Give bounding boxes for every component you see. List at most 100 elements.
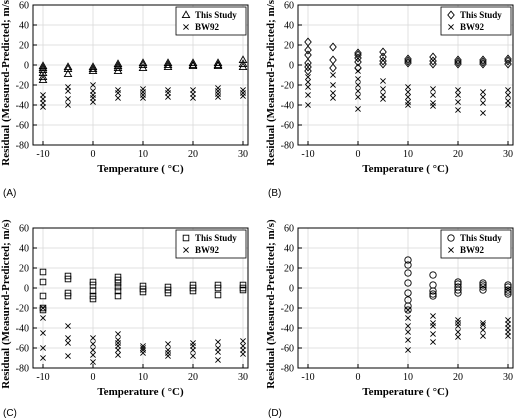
y-tick-label: 60: [19, 224, 29, 235]
data-point: [380, 78, 386, 84]
data-point: [404, 56, 412, 66]
y-tick-label: -40: [16, 101, 29, 112]
y-tick-label: -40: [281, 101, 294, 112]
data-point: [190, 347, 196, 353]
x-axis-label: Temperature ( °C): [97, 386, 184, 398]
data-point: [163, 58, 173, 67]
data-point: [115, 90, 121, 96]
data-point: [165, 353, 171, 359]
data-point: [479, 281, 487, 289]
data-point: [90, 82, 96, 88]
data-point: [240, 351, 246, 357]
data-point: [405, 337, 411, 343]
data-point: [90, 99, 96, 105]
data-point: [63, 62, 73, 71]
data-point: [165, 350, 171, 356]
data-point: [88, 64, 98, 73]
data-point: [479, 59, 487, 69]
data-point: [65, 340, 71, 346]
data-point: [479, 286, 487, 294]
x-tick-label: 30: [238, 149, 248, 160]
y-tick-label: 40: [19, 244, 29, 255]
series-bw92: [40, 82, 246, 110]
x-tick-label: 20: [453, 372, 463, 383]
data-point: [305, 74, 311, 80]
data-point: [114, 292, 122, 300]
legend-marker: [182, 234, 190, 242]
data-point: [140, 345, 146, 351]
legend-box: [175, 229, 247, 259]
legend-label: This Study: [460, 10, 502, 20]
legend-label: BW92: [460, 245, 485, 255]
data-point: [405, 94, 411, 100]
data-point: [164, 289, 172, 297]
data-point: [215, 85, 221, 91]
data-point: [455, 329, 461, 335]
data-point: [329, 63, 337, 73]
legend-marker: [448, 247, 454, 253]
chart-panel-4: -10 0 10 20 30 60 40 20 0 -20 -40 -60 -80 Temperature…: [265, 219, 514, 419]
y-tick-label: -80: [281, 141, 294, 152]
data-point: [429, 290, 437, 298]
data-point: [430, 313, 436, 319]
data-point: [329, 42, 337, 52]
data-point: [330, 95, 336, 101]
data-point: [404, 261, 412, 269]
y-tick-label: 60: [19, 1, 29, 12]
y-tick-label: 60: [284, 1, 294, 12]
x-tick-label: 20: [453, 149, 463, 160]
y-tick-label: 40: [19, 21, 29, 32]
data-point: [188, 61, 198, 70]
data-point: [39, 292, 47, 300]
x-tick-label: 10: [403, 149, 413, 160]
data-point: [479, 57, 487, 67]
data-point: [505, 333, 511, 339]
y-tick-label: 40: [284, 21, 294, 32]
data-point: [379, 47, 387, 57]
data-point: [140, 95, 146, 101]
data-point: [480, 320, 486, 326]
data-point: [65, 88, 71, 94]
data-point: [114, 283, 122, 291]
data-point: [240, 338, 246, 344]
data-point: [40, 345, 46, 351]
data-point: [404, 54, 412, 64]
data-point: [405, 347, 411, 353]
data-point: [504, 281, 512, 289]
x-tick-label: 30: [503, 372, 513, 383]
data-point: [40, 104, 46, 110]
data-point: [405, 323, 411, 329]
data-point: [504, 290, 512, 298]
plot-frame: [297, 4, 514, 146]
plot-frame: [32, 227, 249, 369]
data-point: [90, 335, 96, 341]
legend-label: BW92: [195, 245, 220, 255]
data-point: [405, 329, 411, 335]
data-point: [404, 256, 412, 264]
data-point: [165, 87, 171, 93]
data-point: [114, 287, 122, 295]
data-point: [214, 291, 222, 299]
data-point: [480, 110, 486, 116]
legend-marker: [447, 234, 455, 242]
data-point: [455, 334, 461, 340]
data-point: [355, 106, 361, 112]
data-point: [39, 306, 47, 314]
data-point: [404, 306, 412, 314]
data-point: [89, 287, 97, 295]
data-point: [405, 102, 411, 108]
data-point: [404, 269, 412, 277]
data-point: [213, 58, 223, 67]
panel-label: (D): [268, 408, 282, 419]
legend-label: This Study: [195, 10, 237, 20]
x-axis-label: Temperature ( °C): [97, 163, 184, 175]
data-point: [355, 82, 361, 88]
legend-marker: [181, 10, 191, 19]
data-point: [454, 57, 462, 67]
data-point: [90, 347, 96, 353]
data-point: [38, 75, 48, 84]
data-point: [330, 82, 336, 88]
series-bw92: [405, 307, 511, 353]
data-point: [305, 92, 311, 98]
